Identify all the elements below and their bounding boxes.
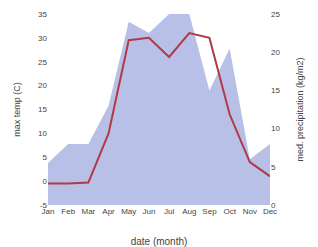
svg-text:med. precipitation (kg/m2): med. precipitation (kg/m2): [295, 57, 305, 161]
svg-text:max temp (C): max temp (C): [12, 82, 22, 137]
svg-text:Nov: Nov: [243, 207, 257, 216]
svg-text:Sep: Sep: [202, 207, 217, 216]
svg-text:Aug: Aug: [182, 207, 196, 216]
svg-text:25: 25: [38, 58, 47, 67]
svg-text:30: 30: [38, 34, 47, 43]
svg-text:date (month): date (month): [131, 236, 188, 247]
svg-text:May: May: [121, 207, 136, 216]
svg-text:15: 15: [38, 105, 47, 114]
svg-text:Jul: Jul: [164, 207, 174, 216]
svg-text:Dec: Dec: [263, 207, 277, 216]
svg-text:15: 15: [271, 86, 280, 95]
svg-text:20: 20: [38, 81, 47, 90]
svg-text:0: 0: [43, 177, 48, 186]
svg-text:5: 5: [271, 163, 276, 172]
svg-text:Jan: Jan: [42, 207, 55, 216]
svg-text:5: 5: [43, 153, 48, 162]
svg-text:Apr: Apr: [102, 207, 115, 216]
svg-text:25: 25: [271, 10, 280, 19]
svg-text:Oct: Oct: [223, 207, 236, 216]
svg-text:Jun: Jun: [142, 207, 155, 216]
svg-text:10: 10: [38, 129, 47, 138]
svg-text:35: 35: [38, 10, 47, 19]
svg-text:Mar: Mar: [81, 207, 95, 216]
svg-text:0: 0: [271, 201, 276, 210]
svg-text:20: 20: [271, 48, 280, 57]
svg-text:10: 10: [271, 124, 280, 133]
svg-text:Feb: Feb: [61, 207, 75, 216]
svg-text:-5: -5: [40, 201, 48, 210]
